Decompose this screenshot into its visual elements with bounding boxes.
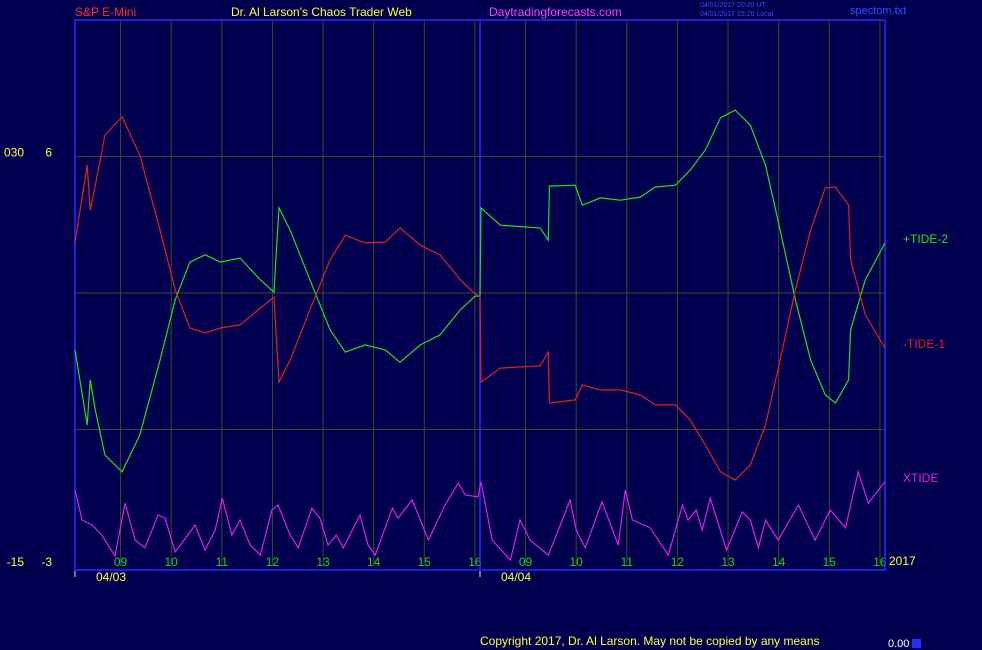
x-tick-label: 11 <box>621 555 634 569</box>
x-tick-label: 10 <box>165 555 179 569</box>
x-tick-label: 09 <box>114 555 128 569</box>
chart-title: Dr. Al Larson's Chaos Trader Web <box>231 5 412 19</box>
x-tick-label: 14 <box>367 555 381 569</box>
copyright: Copyright 2017, Dr. Al Larson. May not b… <box>480 634 820 648</box>
x-tick-label: 13 <box>721 555 735 569</box>
y-tick-label: -3 <box>41 555 52 569</box>
series-label: XTIDE <box>903 471 938 485</box>
series-label: -TIDE-1 <box>903 337 945 351</box>
plot-frame <box>74 19 886 571</box>
series-line <box>74 109 886 473</box>
y2-tick-label: 030 <box>4 146 24 160</box>
x-tick-label: 16 <box>468 555 482 569</box>
x-tick-label: 15 <box>418 555 432 569</box>
date-label: 04/04 <box>501 570 531 584</box>
series-line <box>74 469 886 562</box>
x-tick-label: 12 <box>266 555 280 569</box>
timestamp: 04/01/2017 20:20 UT <box>700 2 766 9</box>
y2-tick-label: -15 <box>7 555 25 569</box>
timestamp: 04/01/2017 15:20 Local <box>700 11 774 18</box>
x-tick-label: 13 <box>316 555 330 569</box>
series-label: +TIDE-2 <box>903 232 948 246</box>
website: Daytradingforecasts.com <box>489 5 622 19</box>
year-label: 2017 <box>889 554 916 568</box>
x-tick-label: 14 <box>772 555 786 569</box>
date-label: 04/03 <box>96 570 126 584</box>
instrument: S&P E-Mini <box>75 5 136 19</box>
footer-value: 0.00 <box>888 638 909 650</box>
x-tick-label: 09 <box>519 555 533 569</box>
x-tick-label: 16 <box>873 555 887 569</box>
x-tick-label: 10 <box>570 555 584 569</box>
icon <box>912 639 921 648</box>
file-name: spectom.txt <box>850 5 906 17</box>
series-line <box>74 115 886 481</box>
y-tick-label: 6 <box>45 146 52 160</box>
x-tick-label: 15 <box>823 555 837 569</box>
x-tick-label: 12 <box>671 555 685 569</box>
x-tick-label: 11 <box>216 555 229 569</box>
